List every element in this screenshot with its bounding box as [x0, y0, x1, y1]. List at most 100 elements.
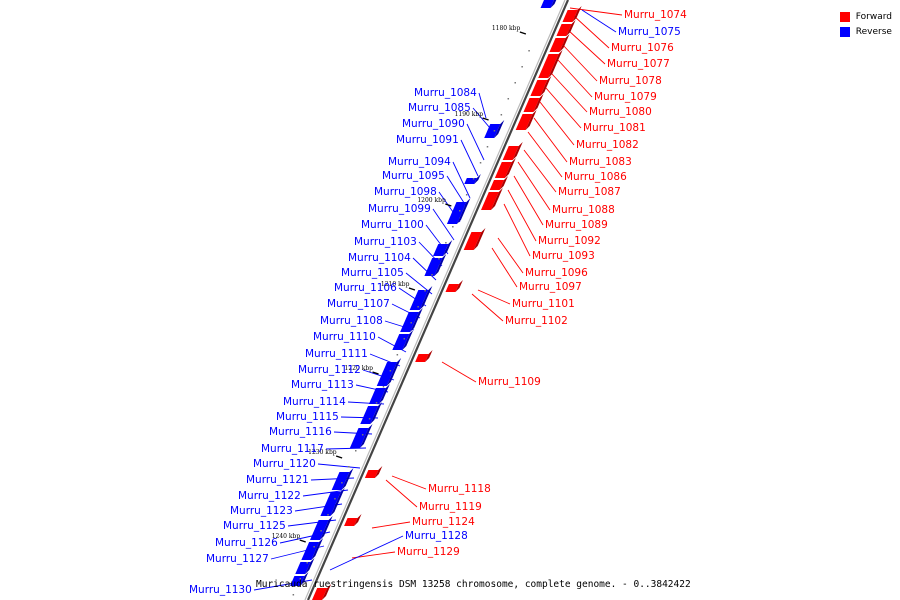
gene-label[interactable]: Murru_1102 — [505, 315, 568, 327]
gene-label[interactable]: Murru_1075 — [618, 26, 681, 38]
label-connector — [412, 257, 437, 281]
gene-label[interactable]: Murru_1087 — [558, 186, 621, 198]
gene-label[interactable]: Murru_1108 — [320, 315, 383, 327]
gene-block-side — [354, 514, 362, 526]
gene-label[interactable]: Murru_1088 — [552, 204, 615, 216]
gene-label[interactable]: Murru_1128 — [405, 530, 468, 542]
gene-label[interactable]: Murru_1130 — [189, 584, 252, 596]
gene-label[interactable]: Murru_1121 — [246, 474, 309, 486]
gene-label[interactable]: Murru_1086 — [564, 171, 627, 183]
gene-label[interactable]: Murru_1107 — [327, 298, 390, 310]
tick-dot — [306, 562, 308, 564]
gene-label[interactable]: Murru_1103 — [354, 236, 417, 248]
gene-block-side — [434, 254, 447, 276]
gene-label[interactable]: Murru_1095 — [382, 170, 445, 182]
label-connector — [471, 293, 504, 322]
strand-legend: Forward Reverse — [839, 9, 892, 39]
backbone-line — [306, 0, 570, 600]
forward-swatch — [839, 11, 850, 22]
gene-label[interactable]: Murru_1090 — [402, 118, 465, 130]
gene-label[interactable]: Murru_1080 — [589, 106, 652, 118]
gene-block — [415, 354, 429, 362]
gene-block-side — [419, 286, 433, 310]
gene-block-side — [455, 280, 463, 292]
gene-label[interactable]: Murru_1127 — [206, 553, 269, 565]
gene-label[interactable]: Murru_1097 — [519, 281, 582, 293]
tick-dot — [507, 98, 510, 100]
gene-label[interactable]: Murru_1115 — [276, 411, 339, 423]
gene-label[interactable]: Murru_1083 — [569, 156, 632, 168]
legend-reverse-label: Reverse — [855, 26, 892, 37]
legend-forward: Forward — [839, 9, 892, 24]
tick-dot — [528, 50, 530, 52]
label-connector — [517, 161, 551, 211]
label-connector — [432, 208, 455, 241]
gene-block — [446, 202, 467, 224]
gene-block-side — [305, 558, 315, 574]
gene-label[interactable]: Murru_1118 — [428, 483, 491, 495]
gene-block-side — [425, 350, 433, 362]
gene-label[interactable]: Murru_1101 — [512, 298, 575, 310]
tick-dot — [479, 162, 482, 164]
gene-label[interactable]: Murru_1096 — [525, 267, 588, 279]
gene-label[interactable]: Murru_1085 — [408, 102, 471, 114]
gene-block — [344, 518, 358, 526]
gene-label[interactable]: Murru_1109 — [478, 376, 541, 388]
label-connector — [446, 175, 467, 207]
gene-label[interactable]: Murru_1091 — [396, 134, 459, 146]
gene-label[interactable]: Murru_1112 — [298, 364, 361, 376]
gene-label[interactable]: Murru_1114 — [283, 396, 346, 408]
gene-labels: Murru_1074 Murru_1076 Murru_1077 Murru_1078… — [189, 9, 687, 596]
tick-label: 1180 kbp — [492, 25, 521, 32]
gene-label[interactable]: Murru_1084 — [414, 87, 477, 99]
gene-block-side — [566, 20, 576, 36]
label-connector — [351, 551, 396, 559]
gene-label[interactable]: Murru_1125 — [223, 520, 286, 532]
gene-label[interactable]: Murru_1099 — [368, 203, 431, 215]
label-connector — [545, 87, 582, 129]
gene-label[interactable]: Murru_1120 — [253, 458, 316, 470]
tick-dot — [438, 258, 440, 260]
gene-label[interactable]: Murru_1081 — [583, 122, 646, 134]
gene-label[interactable]: Murru_1092 — [538, 235, 601, 247]
gene-label[interactable]: Murru_1106 — [334, 282, 397, 294]
gene-label[interactable]: Murru_1110 — [313, 331, 376, 343]
label-connector — [329, 535, 404, 571]
tick-dot — [459, 210, 461, 212]
gene-block-side — [525, 110, 537, 130]
gene-block-side — [378, 384, 390, 404]
gene-label[interactable]: Murru_1089 — [545, 219, 608, 231]
gene-label[interactable]: Murru_1122 — [238, 490, 301, 502]
label-connector — [503, 203, 531, 257]
gene-label[interactable]: Murru_1094 — [388, 156, 451, 168]
gene-block-side — [443, 240, 453, 256]
gene-label[interactable]: Murru_1077 — [607, 58, 670, 70]
gene-label[interactable]: Murru_1074 — [624, 9, 687, 21]
gene-label[interactable]: Murru_1129 — [397, 546, 460, 558]
tick-dot — [382, 386, 385, 388]
gene-label[interactable]: Murru_1119 — [419, 501, 482, 513]
gene-label[interactable]: Murru_1076 — [611, 42, 674, 54]
gene-label[interactable]: Murru_1100 — [361, 219, 424, 231]
gene-label[interactable]: Murru_1124 — [412, 516, 475, 528]
tick-dot — [500, 114, 503, 116]
gene-label[interactable]: Murru_1078 — [599, 75, 662, 87]
gene-label[interactable]: Murru_1104 — [348, 252, 411, 264]
gene-label[interactable]: Murru_1079 — [594, 91, 657, 103]
gene-block — [562, 10, 578, 22]
gene-label[interactable]: Murru_1117 — [261, 443, 324, 455]
gene-label[interactable]: Murru_1113 — [291, 379, 354, 391]
gene-label[interactable]: Murru_1126 — [215, 537, 278, 549]
tick-mark — [335, 455, 343, 459]
gene-label[interactable]: Murru_1116 — [269, 426, 332, 438]
gene-label[interactable]: Murru_1123 — [230, 505, 293, 517]
gene-label[interactable]: Murru_1082 — [576, 139, 639, 151]
gene-label[interactable]: Murru_1111 — [305, 348, 368, 360]
gene-label[interactable]: Murru_1093 — [532, 250, 595, 262]
gene-label[interactable]: Murru_1105 — [341, 267, 404, 279]
gene-label[interactable]: Murru_1098 — [374, 186, 437, 198]
gene-block-side — [386, 358, 402, 386]
gene-block — [349, 428, 369, 448]
gene-block — [312, 588, 328, 600]
gene-block-side — [311, 538, 324, 560]
